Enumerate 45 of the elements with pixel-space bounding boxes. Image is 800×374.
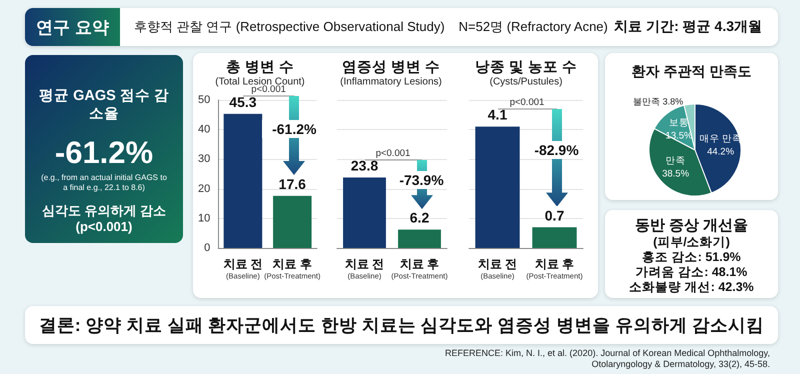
- chart-subtitle: (Inflammatory Lesions): [340, 76, 442, 88]
- data-label: 38.5%: [662, 168, 690, 180]
- y-tick-label: 50: [198, 94, 210, 106]
- data-label: 45.3: [229, 94, 257, 110]
- annotation: -61.2%: [262, 120, 326, 138]
- text: N=52명 (Refractory Acne): [458, 18, 608, 36]
- data-label: 44.2%: [707, 146, 735, 158]
- text: 홍조 감소: 51.9%: [641, 250, 742, 265]
- chart-subtitle: (Cysts/Pustules): [490, 76, 562, 88]
- y-tick-label: 10: [198, 212, 210, 224]
- text: (e.g., from an actual initial GAGS to a final e.g., 22.1 to 8.6): [40, 173, 168, 193]
- text: -61.2%: [54, 135, 154, 171]
- chart-title: 총 병변 수: [226, 60, 294, 76]
- y-tick-label: 20: [198, 182, 210, 195]
- annotation: -82.9%: [524, 140, 588, 159]
- slice-label: 만족: [666, 155, 686, 166]
- text: 소화불량 개선: 42.3%: [628, 280, 755, 295]
- data-label: 6.2: [410, 210, 430, 226]
- annotation: p<0.001: [374, 148, 412, 159]
- slice-label: 불만족 3.8%: [633, 96, 684, 106]
- chart-title: 낭종 및 농포 수: [474, 60, 578, 76]
- chart-title: 염증성 병변 수: [342, 60, 440, 76]
- text: (피부/소화기): [652, 235, 731, 250]
- text: 후향적 관찰 연구 (Retrospective Observational Study): [134, 18, 445, 36]
- text: 치료 기간: 평균 4.3개월: [614, 18, 762, 36]
- text: 동반 증상 개선율: [634, 217, 750, 235]
- text: 가려움 감소: 48.1%: [634, 265, 748, 280]
- y-tick-label: 30: [198, 153, 210, 166]
- annotation: p<0.001: [508, 96, 546, 108]
- y-tick-label: 0: [204, 242, 210, 254]
- data-label: 0.7: [544, 207, 564, 224]
- text: 결론: 양약 치료 실패 환자군에서도 한방 치료는 심각도와 염증성 병변을 유의하게 감소시킴: [25, 306, 778, 344]
- chart-title: 환자 주관적 만족도: [632, 63, 752, 79]
- text: p<0.001: [251, 84, 286, 95]
- text: 심각도 유의하게 감소: [40, 203, 168, 219]
- data-label: 23.8: [350, 158, 378, 174]
- data-label: 17.6: [278, 176, 306, 192]
- text: 평균 GAGS 점수 감소율: [39, 87, 169, 123]
- text: (p<0.001): [74, 219, 134, 235]
- slice-label: 보통: [669, 118, 689, 129]
- text: 연구 요약: [25, 8, 120, 46]
- data-label: 4.1: [488, 106, 508, 123]
- annotation: -73.9%: [390, 171, 454, 190]
- y-tick-label: 40: [198, 124, 210, 136]
- text: REFERENCE: Kim, N. I., et al. (2020). Journal of Korean Medical Ophthalmology, Otolaryngology & Dermatology, 33(2), 45-58.: [444, 348, 770, 370]
